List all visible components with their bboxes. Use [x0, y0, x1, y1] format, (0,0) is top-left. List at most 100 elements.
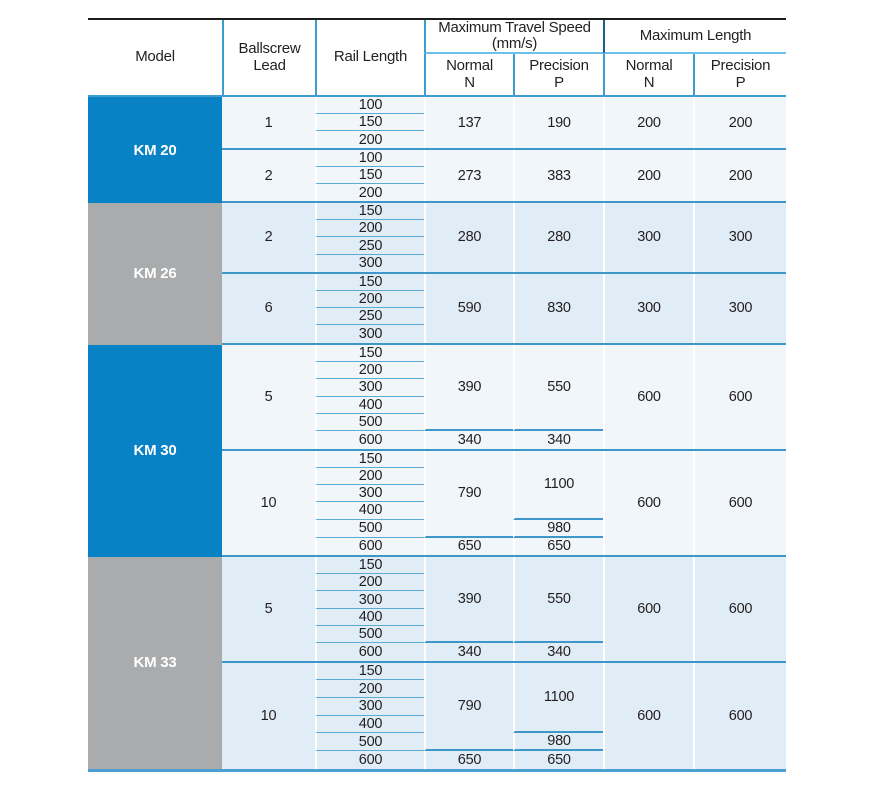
speed-precision-cell: 1100: [513, 450, 603, 520]
speed-normal-cell: 590: [424, 273, 513, 343]
max-length-normal-cell: 600: [603, 556, 693, 661]
rail-length-cell: 150: [315, 167, 424, 185]
precision-code: P: [735, 73, 746, 91]
rail-length-cell: 300: [315, 254, 424, 272]
lead-group: 2 150 200 250 300 280 280 300 300: [222, 203, 786, 274]
model-cell: KM 26: [88, 203, 222, 345]
speed-precision-cell: 650: [513, 537, 603, 555]
ballscrew-lead-cell: 5: [264, 388, 273, 405]
max-length-precision-cell: 600: [693, 662, 786, 769]
normal-label: Normal: [446, 57, 493, 75]
rail-length-cell: 500: [315, 413, 424, 432]
col-header-ballscrew-lead: Ballscrew Lead: [222, 20, 315, 95]
precision-label: Precision: [529, 57, 589, 75]
lead-group: 5 150 200 300 400 500 600 390 340 550 340 600 600: [222, 556, 786, 663]
rail-length-cell: 400: [315, 502, 424, 520]
col-header-speed-precision: Precision P: [513, 54, 603, 95]
max-length-normal-cell: 200: [603, 150, 693, 202]
speed-normal-cell: 390: [424, 556, 513, 644]
speed-normal-cell: 790: [424, 662, 513, 752]
ballscrew-lead-cell: 2: [264, 167, 273, 184]
rail-length-cell: 150: [315, 556, 424, 575]
speed-precision-cell: 650: [513, 751, 603, 769]
max-length-precision-cell: 200: [693, 150, 786, 202]
lead-group: 1 100 150 200 137 190 200 200: [222, 97, 786, 151]
rail-length-cell: 500: [315, 519, 424, 538]
lead-groups: 1 100 150 200 137 190 200 200 2 100 150 200 273 383 20…: [222, 97, 786, 204]
speed-precision-cell: 550: [513, 344, 603, 432]
col-header-length-precision: Precision P: [693, 54, 786, 95]
speed-precision-cell: 980: [513, 519, 603, 538]
speed-precision-cell: 383: [513, 150, 603, 202]
speed-normal-cell: 137: [424, 97, 513, 149]
ballscrew-lead-cell: 10: [260, 707, 277, 724]
model-section: KM 33 5 150 200 300 400 500 600 390 340 550 340 600 6…: [88, 556, 786, 769]
rail-length-cell: 500: [315, 733, 424, 752]
rail-length-cell: 150: [315, 203, 424, 221]
model-cell: KM 20: [88, 97, 222, 204]
ballscrew-lead-cell: 1: [264, 114, 273, 131]
model-cell: KM 30: [88, 344, 222, 557]
rail-length-cell: 200: [315, 131, 424, 149]
rail-length-cell: 600: [315, 431, 424, 449]
rail-length-cell: 150: [315, 450, 424, 468]
speed-normal-cell: 280: [424, 203, 513, 272]
rail-length-cell: 600: [315, 643, 424, 661]
precision-code: P: [554, 73, 564, 91]
rail-length-cell: 150: [315, 114, 424, 132]
speed-precision-cell: 190: [513, 97, 603, 149]
rail-length-cell: 400: [315, 396, 424, 414]
rail-length-cell: 150: [315, 344, 424, 362]
rail-length-cell: 300: [315, 591, 424, 609]
rail-length-cell: 200: [315, 574, 424, 592]
max-length-normal-cell: 200: [603, 97, 693, 149]
rail-length-cell: 150: [315, 662, 424, 681]
max-length-precision-cell: 300: [693, 203, 786, 272]
lead-groups: 2 150 200 250 300 280 280 300 300 6 150 200 250 300 59…: [222, 203, 786, 345]
speed-precision-cell: 340: [513, 643, 603, 661]
ballscrew-lead-cell: 6: [264, 300, 273, 317]
rail-length-cell: 400: [315, 715, 424, 734]
speed-normal-cell: 273: [424, 150, 513, 202]
normal-code: N: [464, 73, 475, 91]
lead-groups: 5 150 200 300 400 500 600 390 340 550 340 600 600 10 1…: [222, 344, 786, 557]
max-length-precision-cell: 600: [693, 556, 786, 661]
rail-length-cell: 250: [315, 237, 424, 255]
rail-length-cell: 200: [315, 467, 424, 486]
speed-precision-cell: 1100: [513, 662, 603, 734]
lead-group: 10 150 200 300 400 500 600 790 650 1100 980 650 600 6…: [222, 662, 786, 769]
ballscrew-lead-cell: 2: [264, 229, 273, 246]
rail-length-cell: 200: [315, 291, 424, 309]
table-body: KM 20 1 100 150 200 137 190 200 200 2 100 150 200 273…: [88, 97, 786, 772]
speed-precision-cell: 550: [513, 556, 603, 644]
lead-group: 6 150 200 250 300 590 830 300 300: [222, 273, 786, 345]
speed-normal-cell: 650: [424, 537, 513, 555]
rail-length-cell: 600: [315, 751, 424, 769]
ballscrew-lead-cell: 5: [264, 600, 273, 617]
precision-label: Precision: [710, 57, 771, 75]
col-header-speed-normal: Normal N: [424, 54, 513, 95]
model-cell: KM 33: [88, 556, 222, 769]
rail-length-cell: 600: [315, 537, 424, 555]
speed-normal-cell: 790: [424, 450, 513, 538]
speed-normal-cell: 340: [424, 643, 513, 661]
lead-groups: 5 150 200 300 400 500 600 390 340 550 340 600 600 10 1…: [222, 556, 786, 769]
rail-length-cell: 300: [315, 379, 424, 397]
rail-length-cell: 200: [315, 220, 424, 238]
lead-group: 2 100 150 200 273 383 200 200: [222, 150, 786, 204]
max-length-precision-cell: 300: [693, 273, 786, 343]
col-header-rail-length: Rail Length: [315, 20, 424, 95]
rail-length-cell: 150: [315, 273, 424, 291]
max-length-normal-cell: 300: [603, 203, 693, 272]
rail-length-cell: 300: [315, 485, 424, 503]
table-header: Model Ballscrew Lead Rail Length Maximum…: [88, 18, 786, 97]
rail-length-cell: 400: [315, 608, 424, 627]
spec-table: Model Ballscrew Lead Rail Length Maximum…: [88, 18, 786, 772]
col-header-length-normal: Normal N: [603, 54, 693, 95]
rail-length-cell: 200: [315, 361, 424, 380]
max-length-precision-cell: 200: [693, 97, 786, 149]
rail-length-cell: 200: [315, 680, 424, 699]
max-length-normal-cell: 300: [603, 273, 693, 343]
max-length-normal-cell: 600: [603, 662, 693, 769]
max-length-precision-cell: 600: [693, 450, 786, 555]
